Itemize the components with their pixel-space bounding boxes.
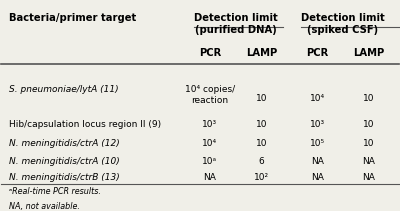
Text: Hib/capsulation locus region II (9): Hib/capsulation locus region II (9) [9,120,162,129]
Text: 10²: 10² [254,173,269,182]
Text: 10⁴ copies/
reaction: 10⁴ copies/ reaction [185,85,235,105]
Text: Detection limit
(purified DNA): Detection limit (purified DNA) [194,13,278,35]
Text: 10: 10 [256,139,267,148]
Text: 10³: 10³ [202,120,218,129]
Text: NA: NA [204,173,216,182]
Text: Bacteria/primer target: Bacteria/primer target [9,13,136,23]
Text: Detection limit
(spiked CSF): Detection limit (spiked CSF) [301,13,385,35]
Text: 10: 10 [363,120,374,129]
Text: NA: NA [362,173,375,182]
Text: 10³: 10³ [310,120,325,129]
Text: LAMP: LAMP [353,48,384,58]
Text: NA: NA [311,157,324,166]
Text: 10⁵: 10⁵ [310,139,325,148]
Text: PCR: PCR [306,48,328,58]
Text: NA: NA [311,173,324,182]
Text: 10: 10 [256,120,267,129]
Text: LAMP: LAMP [246,48,277,58]
Text: ᵃReal-time PCR results.: ᵃReal-time PCR results. [9,187,101,196]
Text: NA, not available.: NA, not available. [9,202,80,211]
Text: 10ᵃ: 10ᵃ [202,157,218,166]
Text: PCR: PCR [199,48,221,58]
Text: 10⁴: 10⁴ [310,94,325,103]
Text: S. pneumoniae/lytA (11): S. pneumoniae/lytA (11) [9,85,119,94]
Text: 10: 10 [363,139,374,148]
Text: N. meningitidis/ctrB (13): N. meningitidis/ctrB (13) [9,173,120,182]
Text: NA: NA [362,157,375,166]
Text: 10⁴: 10⁴ [202,139,218,148]
Text: N. meningitidis/ctrA (10): N. meningitidis/ctrA (10) [9,157,120,166]
Text: 6: 6 [259,157,264,166]
Text: 10: 10 [363,94,374,103]
Text: N. meningitidis/ctrA (12): N. meningitidis/ctrA (12) [9,139,120,148]
Text: 10: 10 [256,94,267,103]
